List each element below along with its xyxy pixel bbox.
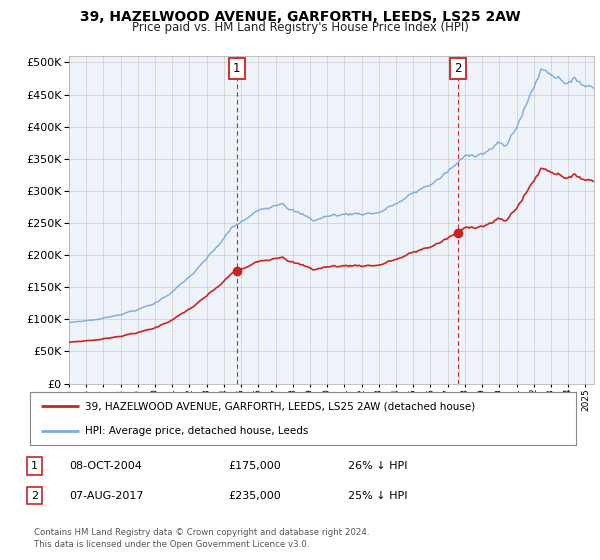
Text: Price paid vs. HM Land Registry's House Price Index (HPI): Price paid vs. HM Land Registry's House … (131, 21, 469, 34)
Text: 26% ↓ HPI: 26% ↓ HPI (348, 461, 407, 471)
Text: £235,000: £235,000 (228, 491, 281, 501)
Text: Contains HM Land Registry data © Crown copyright and database right 2024.
This d: Contains HM Land Registry data © Crown c… (34, 528, 370, 549)
Text: 08-OCT-2004: 08-OCT-2004 (69, 461, 142, 471)
Text: 2: 2 (31, 491, 38, 501)
Text: HPI: Average price, detached house, Leeds: HPI: Average price, detached house, Leed… (85, 426, 308, 436)
Text: 1: 1 (31, 461, 38, 471)
Text: 1: 1 (233, 62, 241, 76)
Text: 39, HAZELWOOD AVENUE, GARFORTH, LEEDS, LS25 2AW: 39, HAZELWOOD AVENUE, GARFORTH, LEEDS, L… (80, 10, 520, 24)
Text: 07-AUG-2017: 07-AUG-2017 (69, 491, 143, 501)
Text: 2: 2 (454, 62, 461, 76)
Text: 25% ↓ HPI: 25% ↓ HPI (348, 491, 407, 501)
Text: 39, HAZELWOOD AVENUE, GARFORTH, LEEDS, LS25 2AW (detached house): 39, HAZELWOOD AVENUE, GARFORTH, LEEDS, L… (85, 402, 475, 412)
Text: £175,000: £175,000 (228, 461, 281, 471)
